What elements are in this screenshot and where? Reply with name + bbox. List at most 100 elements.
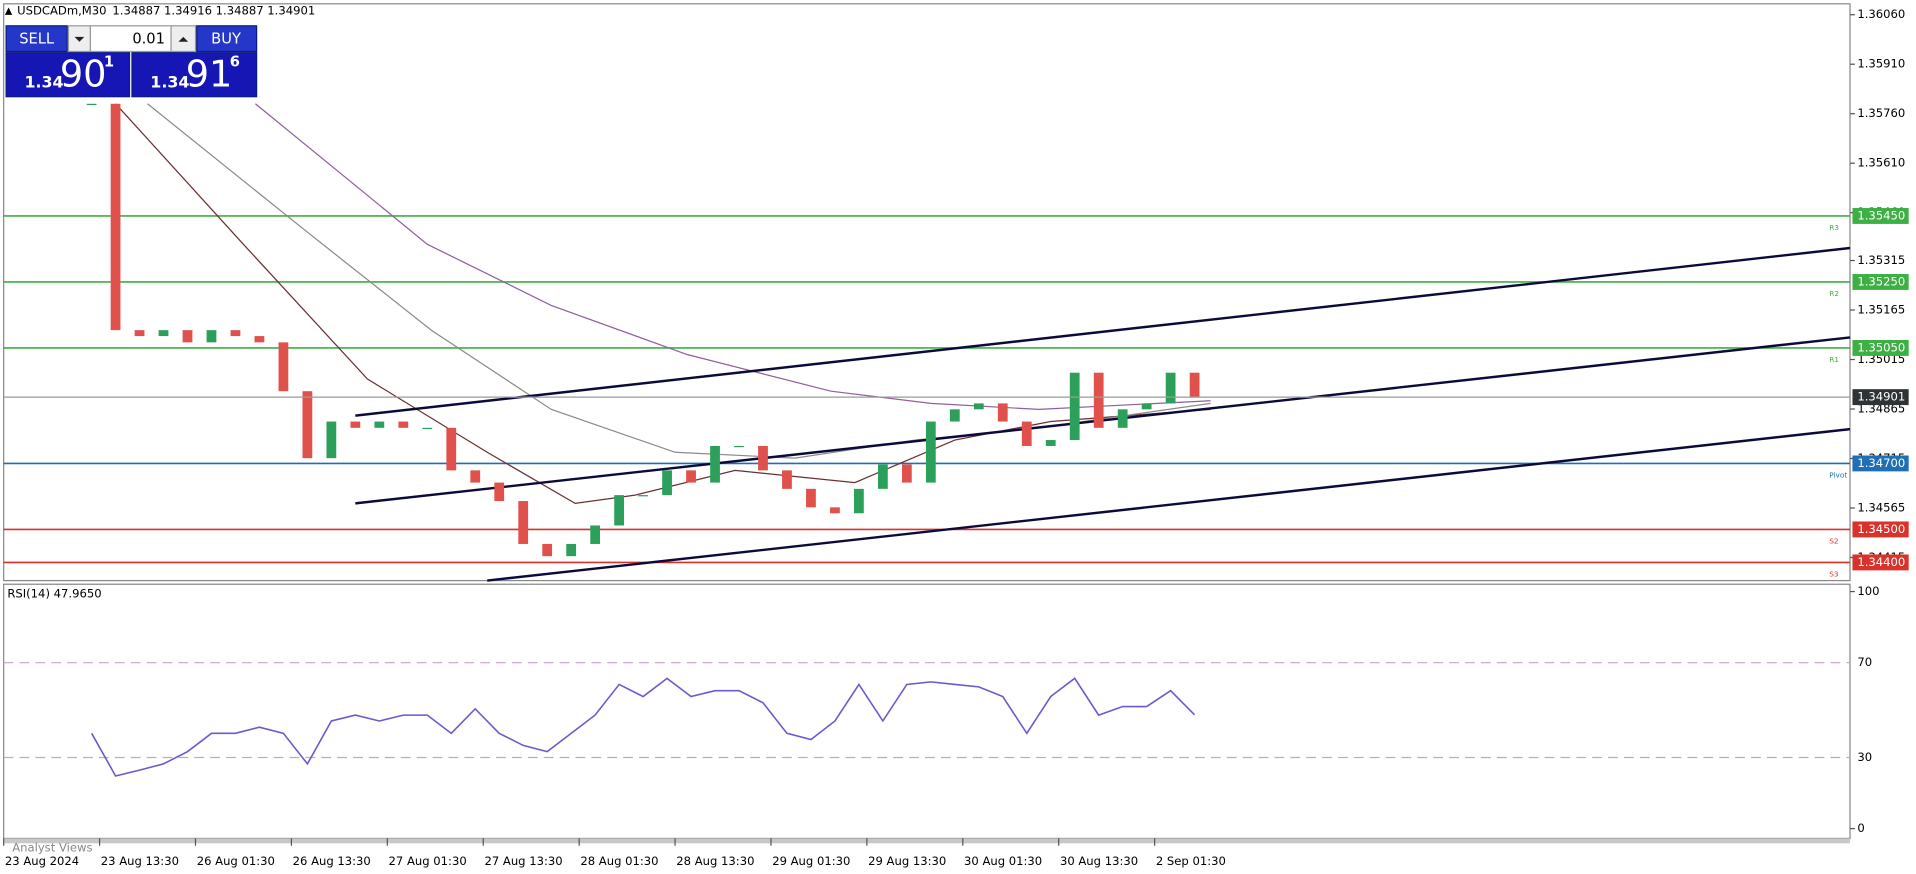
- candle: [206, 330, 217, 343]
- rsi-tick-label: 70: [1857, 655, 1872, 669]
- candle: [182, 330, 193, 343]
- candle: [949, 409, 960, 422]
- plot-layer: R3 R2 R1 Pivot S2 S3: [3, 103, 1851, 777]
- trade-panel: SELL 0.01 BUY 1.34 90 1 1.34 91 6: [5, 25, 258, 98]
- candle: [374, 421, 385, 428]
- candle: [1093, 372, 1104, 428]
- bid-main: 90: [60, 52, 107, 95]
- candle: [158, 330, 169, 337]
- level-label-bg: [1852, 340, 1909, 356]
- x-tick-label: 27 Aug 01:30: [389, 854, 467, 868]
- channel-line: [487, 427, 1851, 582]
- candle: [614, 495, 625, 526]
- candle: [806, 488, 816, 508]
- level-label: 1.35050: [1857, 340, 1905, 354]
- level-label-bg: [1852, 455, 1909, 472]
- last-price-label-bg: [1852, 389, 1909, 406]
- last-price-label: 1.34901: [1857, 390, 1905, 404]
- candle: [1189, 372, 1200, 398]
- x-tick-label: 2 Sep 01:30: [1156, 854, 1226, 868]
- rsi-title: RSI(14) 47.9650: [7, 587, 101, 601]
- candle: [302, 391, 313, 459]
- panel-divider: [3, 838, 1851, 844]
- candle: [590, 525, 601, 544]
- y-tick-label: 1.35315: [1857, 253, 1905, 267]
- rsi-tick-label: 100: [1857, 584, 1879, 598]
- candle: [326, 421, 337, 459]
- ask-box[interactable]: [131, 52, 258, 98]
- candle: [422, 427, 433, 430]
- candle: [1165, 372, 1176, 404]
- bid-sup: 1: [104, 53, 114, 70]
- level-label-bg: [1852, 554, 1909, 571]
- rsi-line: [90, 677, 1196, 777]
- level-label-bg: [1852, 274, 1909, 290]
- x-tick-label: 23 Aug 2024: [5, 854, 79, 868]
- candle: [686, 470, 696, 483]
- candle: [350, 421, 361, 428]
- y-tick-label: 1.35910: [1857, 57, 1905, 71]
- x-tick-label: 28 Aug 01:30: [580, 854, 658, 868]
- level-label: 1.34700: [1857, 456, 1905, 470]
- candle: [638, 495, 648, 497]
- up-arrow: [178, 36, 189, 42]
- bid-box[interactable]: [5, 52, 131, 98]
- symbol: USDCADm,M30: [17, 4, 106, 18]
- candle: [86, 103, 97, 106]
- candle: [925, 421, 936, 483]
- candle: [901, 464, 912, 483]
- candle: [278, 342, 289, 392]
- analyst-views: Analyst Views: [12, 841, 92, 855]
- candle: [973, 403, 984, 410]
- y-tick-label: 1.34565: [1857, 500, 1905, 514]
- candle: [1141, 403, 1152, 410]
- candle: [1117, 409, 1128, 428]
- candle: [110, 103, 121, 331]
- channel-line: [355, 246, 1851, 417]
- sell-label: SELL: [19, 30, 55, 47]
- y-tick-label: 1.35610: [1857, 156, 1905, 170]
- candle: [1045, 440, 1056, 446]
- bid-big: 1.34: [24, 73, 63, 92]
- candle: [542, 543, 553, 557]
- ask-sup: 6: [230, 53, 240, 70]
- quote: 1.34887 1.34916 1.34887 1.34901: [112, 4, 315, 18]
- x-tick-label: 30 Aug 01:30: [964, 854, 1042, 868]
- candle: [470, 470, 481, 483]
- ask-big: 1.34: [150, 73, 189, 92]
- candle: [518, 501, 529, 544]
- candle: [782, 470, 792, 489]
- candle: [662, 470, 672, 496]
- candle: [1069, 372, 1080, 441]
- level-name: S3: [1829, 570, 1839, 579]
- collapse-icon[interactable]: [4, 7, 13, 15]
- candle: [230, 330, 241, 337]
- y-tick-label: 1.35165: [1857, 303, 1905, 317]
- x-tick-label: 29 Aug 13:30: [868, 854, 946, 868]
- level-label-bg: [1852, 521, 1909, 538]
- x-tick-label: 26 Aug 13:30: [293, 854, 371, 868]
- lot-input[interactable]: [89, 25, 172, 53]
- level-name: R3: [1829, 223, 1839, 232]
- x-tick-label: 29 Aug 01:30: [772, 854, 850, 868]
- rsi-tick-label: 30: [1857, 750, 1872, 764]
- buy-label: BUY: [211, 30, 241, 47]
- x-tick-label: 28 Aug 13:30: [676, 854, 754, 868]
- x-tick-label: 23 Aug 13:30: [101, 854, 179, 868]
- y-tick-label: 1.35760: [1857, 106, 1905, 120]
- candle: [758, 445, 768, 471]
- candle: [134, 330, 145, 337]
- candle: [398, 421, 409, 428]
- level-label: 1.35450: [1857, 208, 1905, 222]
- down-arrow: [74, 36, 85, 42]
- buy-button[interactable]: [196, 25, 258, 53]
- sell-button[interactable]: [5, 25, 68, 53]
- x-tick-label: 27 Aug 13:30: [484, 854, 562, 868]
- level-name: Pivot: [1829, 471, 1847, 480]
- candle: [830, 507, 840, 514]
- rsi-tick-label: 0: [1857, 821, 1864, 835]
- candle: [997, 403, 1008, 422]
- level-label: 1.35250: [1857, 274, 1905, 288]
